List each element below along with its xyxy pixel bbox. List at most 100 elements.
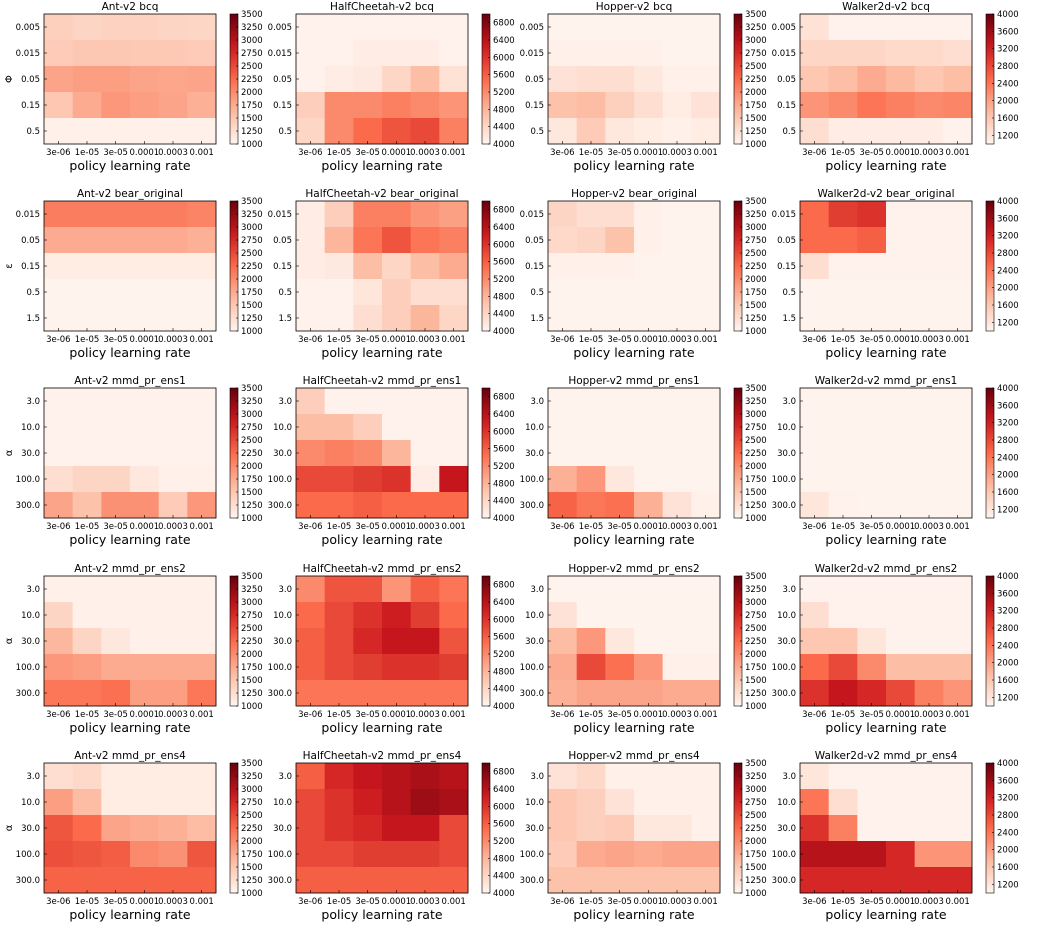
colorbar-tick-label: 2750 <box>241 236 263 246</box>
heatmap-cell <box>410 680 440 707</box>
heatmap-cell <box>44 867 74 894</box>
heatmap-cell <box>634 66 664 93</box>
colorbar-tick-label: 1500 <box>241 488 263 498</box>
panel-title: Walker2d-v2 mmd_pr_ens4 <box>815 750 958 762</box>
heatmap-cell <box>634 227 664 254</box>
heatmap-cell <box>828 763 858 790</box>
heatmap-cell <box>691 763 721 790</box>
colorbar-tick-label: 6400 <box>493 410 515 420</box>
colorbar-tick-label: 4000 <box>997 572 1019 582</box>
heatmap-cell <box>943 841 973 868</box>
heatmap-cell <box>101 763 131 790</box>
colorbar-tick-label: 6400 <box>493 598 515 608</box>
heatmap-cell <box>800 841 830 868</box>
x-tick-label: 0.0001 <box>129 897 159 907</box>
x-tick-label: 0.0001 <box>381 148 411 158</box>
heatmap-cell <box>943 40 973 67</box>
x-tick-label: 3e-06 <box>298 710 323 720</box>
heatmap-cell <box>44 680 74 707</box>
heatmap-cell <box>130 118 160 145</box>
x-tick-label: 3e-06 <box>550 897 575 907</box>
heatmap-cell <box>410 841 440 868</box>
heatmap-cell <box>548 92 578 119</box>
heatmap-cell <box>324 118 354 145</box>
heatmap-cell <box>72 414 102 441</box>
heatmap-cell <box>605 576 635 603</box>
y-tick-label: 0.05 <box>777 75 796 85</box>
heatmap-cell <box>605 815 635 842</box>
heatmap-cell <box>72 576 102 603</box>
x-tick-label: 1e-05 <box>327 148 352 158</box>
heatmap-cell <box>101 867 131 894</box>
heatmap-cell <box>605 763 635 790</box>
y-tick-label: 0.05 <box>273 236 292 246</box>
heatmap-cell <box>576 841 606 868</box>
x-axis-label: policy learning rate <box>573 158 694 173</box>
heatmap-cell <box>943 14 973 41</box>
heatmap-cell <box>410 201 440 228</box>
y-tick-label: 30.0 <box>273 449 292 459</box>
heatmap-cell <box>130 414 160 441</box>
colorbar-tick-label: 1000 <box>745 327 767 337</box>
x-tick-label: 3e-05 <box>355 522 380 532</box>
heatmap-cell <box>353 815 383 842</box>
y-tick-label: 100.0 <box>520 663 544 673</box>
heatmap-cell <box>943 654 973 681</box>
heatmap-cell <box>410 763 440 790</box>
heatmap-cell <box>353 279 383 306</box>
heatmap-cell <box>662 815 692 842</box>
heatmap-cell <box>439 867 469 894</box>
colorbar-tick-label: 4400 <box>493 872 515 882</box>
panel-title: Hopper-v2 bcq <box>596 1 673 13</box>
colorbar-tick-label: 2500 <box>745 249 767 259</box>
x-tick-label: 3e-06 <box>802 148 827 158</box>
colorbar-tick-label: 2400 <box>997 79 1019 89</box>
heatmap-cell <box>576 305 606 332</box>
heatmap-cell <box>382 440 412 467</box>
heatmap-cell <box>691 867 721 894</box>
heatmap-cell <box>662 576 692 603</box>
heatmap-cell <box>548 227 578 254</box>
heatmap-cell <box>296 466 326 493</box>
heatmap-cell <box>130 388 160 415</box>
heatmap-cell <box>439 466 469 493</box>
heatmap-cell <box>800 628 830 655</box>
heatmap-cell <box>800 602 830 629</box>
heatmap-cell <box>101 253 131 280</box>
heatmap-cell <box>914 440 944 467</box>
y-tick-label: 3.0 <box>530 772 544 782</box>
heatmap-cell <box>914 763 944 790</box>
y-tick-label: 0.5 <box>26 127 40 137</box>
panel-title: Ant-v2 mmd_pr_ens4 <box>74 750 186 762</box>
colorbar-tick-label: 5600 <box>493 258 515 268</box>
x-axis-label: policy learning rate <box>69 158 190 173</box>
x-tick-label: 0.001 <box>441 897 465 907</box>
heatmap-cell <box>353 789 383 816</box>
colorbar-tick-label: 2250 <box>745 75 767 85</box>
x-tick-label: 0.0003 <box>410 897 440 907</box>
heatmap-cell <box>548 841 578 868</box>
heatmap-cell <box>353 654 383 681</box>
x-tick-label: 1e-05 <box>327 522 352 532</box>
heatmap-cell <box>130 201 160 228</box>
heatmap-cell <box>943 305 973 332</box>
heatmap-cell <box>353 201 383 228</box>
colorbar <box>985 13 995 145</box>
heatmap-cell <box>130 40 160 67</box>
heatmap-cell <box>158 492 188 519</box>
y-tick-label: 300.0 <box>772 689 796 699</box>
heatmap-cell <box>44 14 74 41</box>
colorbar-tick-label: 2750 <box>745 611 767 621</box>
heatmap-cell <box>548 576 578 603</box>
heatmap-cell <box>576 576 606 603</box>
y-axis-label: α <box>4 637 15 644</box>
x-tick-label: 3e-06 <box>298 335 323 345</box>
y-tick-label: 30.0 <box>525 449 544 459</box>
colorbar-tick-label: 3500 <box>745 197 767 207</box>
heatmap-cell <box>662 654 692 681</box>
y-tick-label: 300.0 <box>268 501 292 511</box>
heatmap-cell <box>576 66 606 93</box>
